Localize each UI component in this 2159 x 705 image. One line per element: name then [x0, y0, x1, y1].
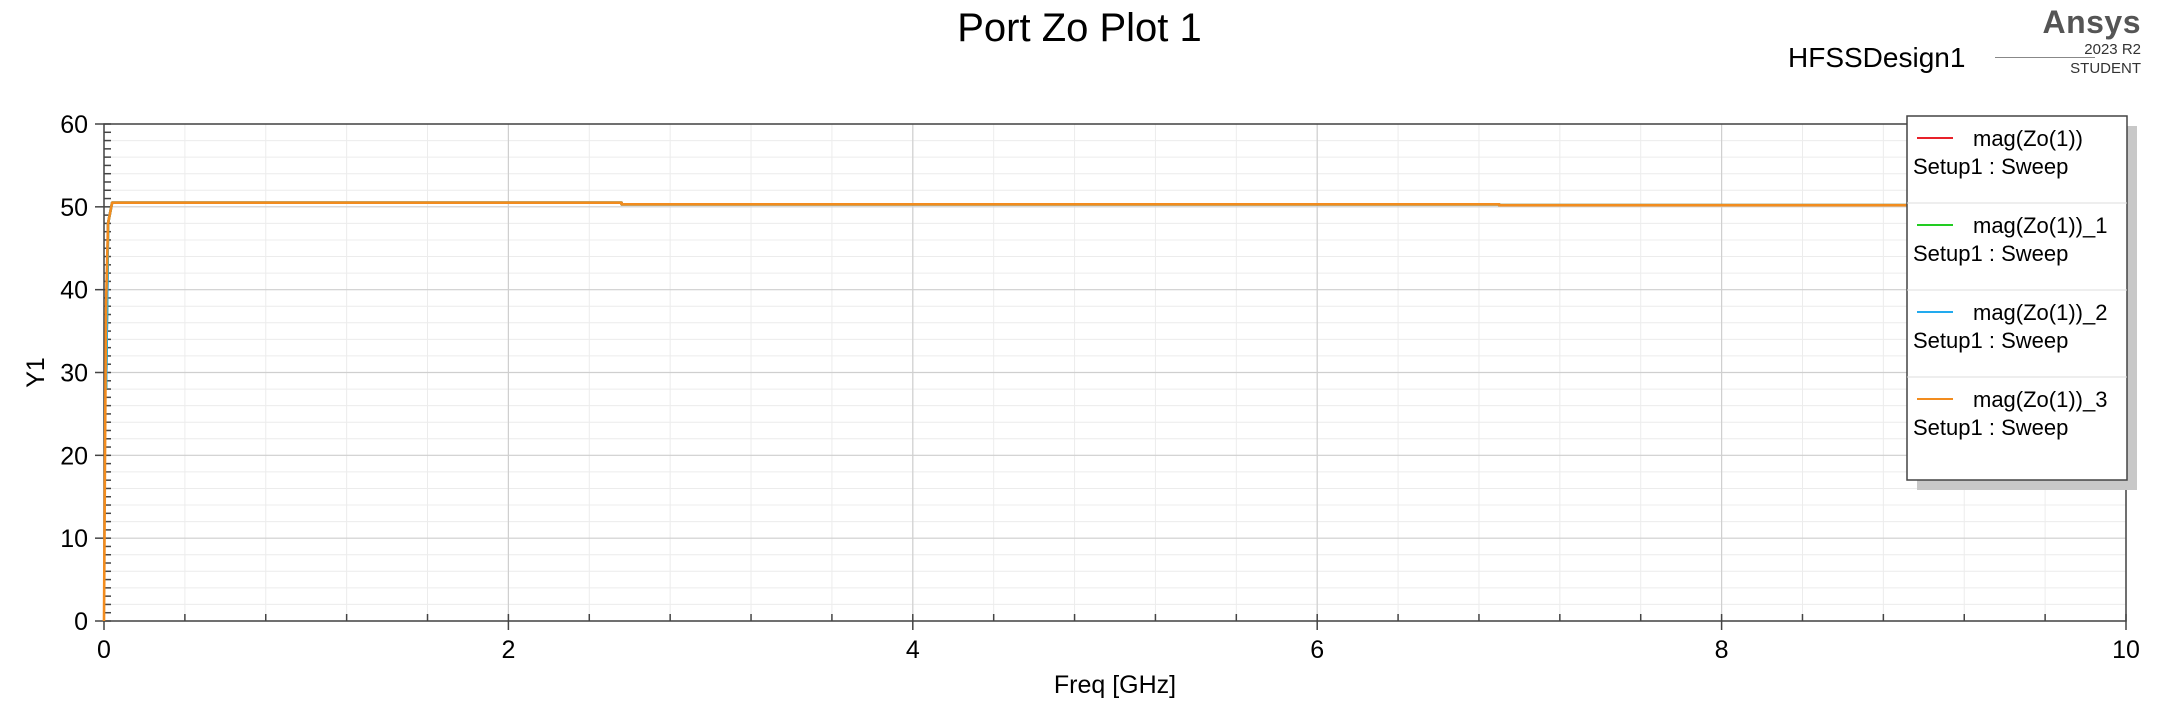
legend-box: [1906, 115, 2128, 481]
plot-title: Port Zo Plot 1: [957, 6, 1202, 50]
x-tick-label: 10: [2112, 636, 2140, 664]
design-name: HFSSDesign1: [1788, 42, 1966, 73]
brand-version: 2023 R2: [2084, 41, 2141, 58]
legend-series-name: mag(Zo(1))_3: [1973, 387, 2107, 412]
x-tick-label: 2: [501, 636, 515, 664]
y-tick-label: 10: [60, 525, 88, 553]
legend[interactable]: mag(Zo(1)) Setup1 : Sweep mag(Zo(1))_1 Setu…: [1906, 115, 2137, 490]
x-tick-label: 4: [906, 636, 920, 664]
brand-logo: Ansys 2023 R2 STUDENT: [2042, 6, 2141, 76]
legend-series-setup: Setup1 : Sweep: [1913, 154, 2068, 179]
brand-edition: STUDENT: [2070, 60, 2141, 77]
legend-series-name: mag(Zo(1))_2: [1973, 300, 2107, 325]
x-axis-label: Freq [GHz]: [1054, 671, 1176, 699]
series-layer: [102, 201, 2126, 622]
x-tick-label: 6: [1310, 636, 1324, 664]
axes: 0 2 4 6 8 10 0 10 20 30 40 50 60 Freq [GHz] Y1: [22, 111, 2140, 699]
y-axis-label: Y1: [22, 357, 50, 388]
legend-series-setup: Setup1 : Sweep: [1913, 328, 2068, 353]
brand-divider: [1995, 57, 2095, 58]
y-tick-label: 0: [74, 608, 88, 636]
series-line-3: [104, 201, 2126, 390]
y-tick-label: 60: [60, 111, 88, 139]
y-tick-label: 50: [60, 194, 88, 222]
x-tick-label: 8: [1715, 636, 1729, 664]
series-line-1: [104, 201, 2126, 390]
series-line-2: [104, 201, 2126, 390]
grid: [103, 123, 2127, 622]
y-tick-label: 30: [60, 360, 88, 388]
legend-series-name: mag(Zo(1))_1: [1973, 213, 2107, 238]
y-tick-label: 40: [60, 277, 88, 305]
y-tick-label: 20: [60, 442, 88, 470]
brand-name: Ansys: [2042, 4, 2141, 40]
x-tick-label: 0: [97, 636, 111, 664]
legend-series-setup: Setup1 : Sweep: [1913, 241, 2068, 266]
legend-series-name: mag(Zo(1)): [1973, 126, 2083, 151]
series-line-4: [102, 201, 2126, 622]
legend-series-setup: Setup1 : Sweep: [1913, 415, 2068, 440]
